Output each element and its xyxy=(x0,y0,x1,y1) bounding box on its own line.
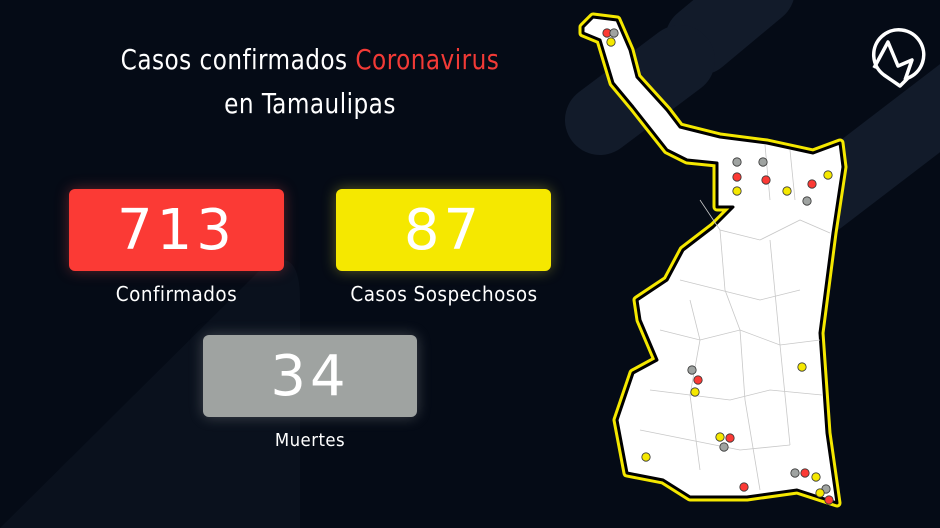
deaths-count: 34 xyxy=(270,343,350,409)
suspected-marker xyxy=(823,170,833,180)
suspected-marker xyxy=(606,37,616,47)
deaths-label: Muertes xyxy=(274,430,346,451)
deaths-count-box: 34 xyxy=(203,335,417,417)
confirmed-marker xyxy=(807,179,817,189)
confirmed-count-box: 713 xyxy=(69,189,284,271)
death-marker xyxy=(609,28,619,38)
confirmed-marker xyxy=(732,172,742,182)
confirmed-marker xyxy=(761,175,771,185)
death-marker xyxy=(687,365,697,375)
suspected-marker xyxy=(782,186,792,196)
suspected-label: Casos Sospechosos xyxy=(350,282,538,306)
title-text: Casos confirmados xyxy=(120,43,348,76)
death-marker xyxy=(758,157,768,167)
death-marker xyxy=(802,196,812,206)
confirmed-count: 713 xyxy=(117,197,236,263)
confirmed-marker xyxy=(725,433,735,443)
confirmed-label: Confirmados xyxy=(115,282,238,306)
confirmed-marker xyxy=(739,482,749,492)
suspected-count: 87 xyxy=(403,197,484,263)
death-marker xyxy=(719,442,729,452)
title-subtitle: en Tamaulipas xyxy=(224,87,396,120)
suspected-marker xyxy=(641,452,651,462)
suspected-count-box: 87 xyxy=(336,189,551,271)
suspected-marker xyxy=(815,488,825,498)
suspected-marker xyxy=(797,362,807,372)
suspected-marker xyxy=(690,387,700,397)
suspected-marker xyxy=(811,472,821,482)
suspected-marker xyxy=(732,186,742,196)
n-arrow-logo-icon xyxy=(871,28,926,88)
death-marker xyxy=(790,468,800,478)
title-accent: Coronavirus xyxy=(355,43,500,76)
death-marker xyxy=(732,157,742,167)
suspected-marker xyxy=(715,432,725,442)
confirmed-marker xyxy=(693,375,703,385)
confirmed-marker xyxy=(800,468,810,478)
page-title: Casos confirmados Coronavirus en Tamauli… xyxy=(62,38,559,126)
confirmed-marker xyxy=(824,495,834,505)
map-region xyxy=(581,15,845,505)
